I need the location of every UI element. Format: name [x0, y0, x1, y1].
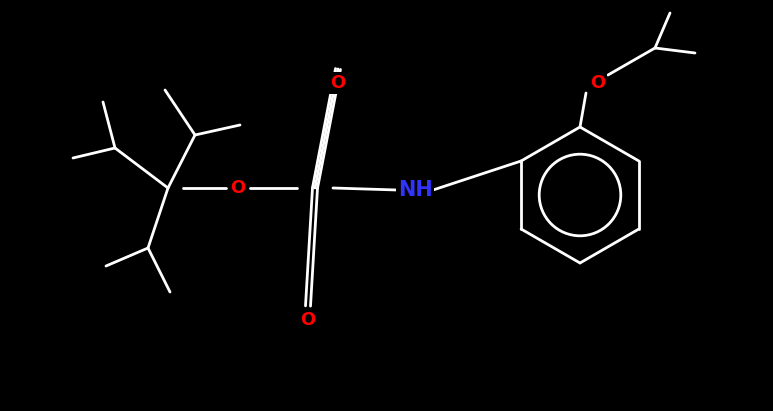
Text: O: O — [591, 74, 605, 92]
Text: O: O — [230, 179, 246, 197]
Text: O: O — [301, 311, 315, 329]
Text: O: O — [330, 74, 346, 92]
Text: NH: NH — [397, 180, 432, 200]
